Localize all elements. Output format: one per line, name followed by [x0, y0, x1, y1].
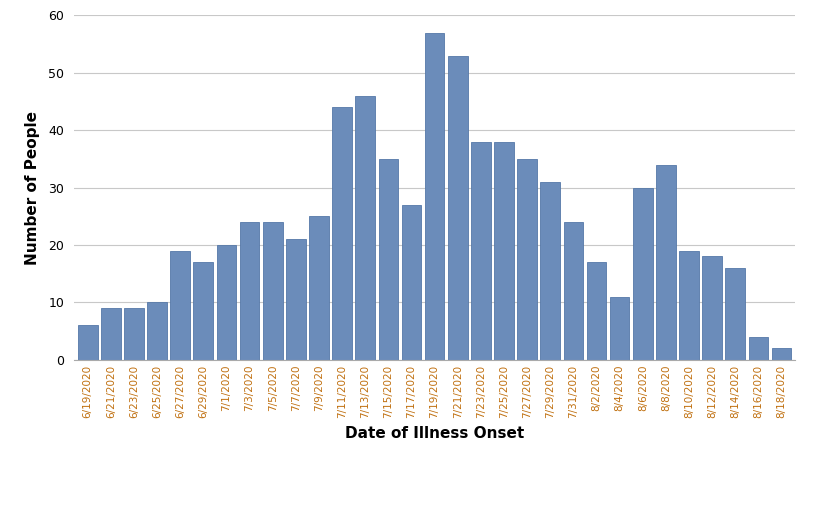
Bar	[655, 164, 675, 360]
X-axis label: Date of Illness Onset: Date of Illness Onset	[345, 426, 523, 441]
Bar	[424, 33, 444, 360]
Bar	[216, 245, 236, 360]
Bar	[239, 222, 259, 360]
Y-axis label: Number of People: Number of People	[25, 111, 39, 265]
Bar	[332, 107, 351, 360]
Bar	[147, 302, 167, 360]
Bar	[447, 56, 467, 360]
Bar	[563, 222, 582, 360]
Bar	[309, 216, 328, 360]
Bar	[678, 251, 698, 360]
Bar	[101, 308, 120, 360]
Bar	[632, 188, 652, 360]
Bar	[517, 159, 536, 360]
Bar	[609, 297, 629, 360]
Bar	[586, 262, 605, 360]
Bar	[170, 251, 190, 360]
Bar	[378, 159, 398, 360]
Bar	[725, 268, 744, 360]
Bar	[701, 256, 721, 360]
Bar	[286, 240, 305, 360]
Bar	[401, 205, 421, 360]
Bar	[540, 182, 559, 360]
Bar	[771, 348, 790, 360]
Bar	[78, 325, 97, 360]
Bar	[193, 262, 213, 360]
Bar	[470, 142, 490, 360]
Bar	[263, 222, 283, 360]
Bar	[748, 337, 767, 360]
Bar	[494, 142, 514, 360]
Bar	[355, 96, 374, 360]
Bar	[124, 308, 143, 360]
